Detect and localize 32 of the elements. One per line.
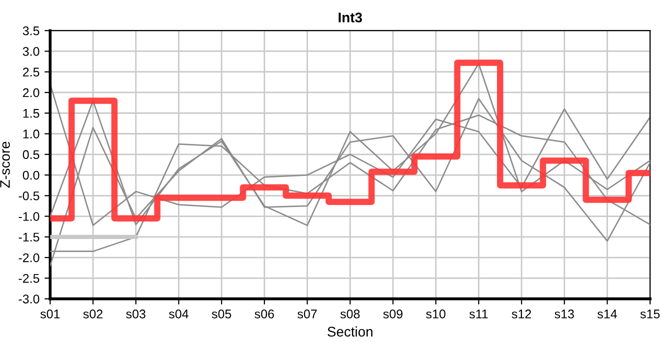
x-tick-label: s05 xyxy=(212,310,232,318)
x-tick-label: s10 xyxy=(426,310,446,318)
x-tick-label: s15 xyxy=(640,310,660,318)
y-tick-label: -1.0 xyxy=(18,212,40,221)
y-tick-label: 0.5 xyxy=(22,150,40,160)
y-tick-label: -3.0 xyxy=(18,294,40,304)
y-tick-label: 2.5 xyxy=(22,68,40,77)
y-tick-label: 1.0 xyxy=(23,130,40,138)
x-axis-title: Section xyxy=(328,326,372,337)
y-tick-label: -2.5 xyxy=(18,274,40,283)
y-tick-label: 3.5 xyxy=(22,26,40,36)
x-tick-label: s12 xyxy=(512,310,531,318)
y-tick-label: -1.5 xyxy=(18,232,40,242)
y-tick-label: 2.0 xyxy=(22,88,40,98)
x-tick-label: s04 xyxy=(168,310,188,318)
x-tick-label: s06 xyxy=(254,310,274,318)
x-tick-label: s09 xyxy=(383,310,402,318)
y-axis-title: Z-score xyxy=(0,142,10,188)
x-tick-label: s11 xyxy=(469,310,488,318)
y-tick-label: -0.5 xyxy=(18,191,40,200)
x-tick-label: s03 xyxy=(126,310,146,318)
y-tick-label: 0.0 xyxy=(22,170,40,180)
y-tick-label: 3.0 xyxy=(22,47,40,56)
x-tick-label: s14 xyxy=(598,310,617,318)
chart-title: Int3 xyxy=(338,12,362,22)
y-tick-label: -2.0 xyxy=(18,253,40,262)
x-tick-label: s01 xyxy=(40,310,60,318)
x-tick-label: s08 xyxy=(340,310,360,318)
x-tick-label: s02 xyxy=(83,310,102,318)
x-tick-label: s13 xyxy=(554,310,574,318)
y-tick-label: 1.5 xyxy=(23,109,40,118)
x-tick-label: s07 xyxy=(298,310,317,318)
